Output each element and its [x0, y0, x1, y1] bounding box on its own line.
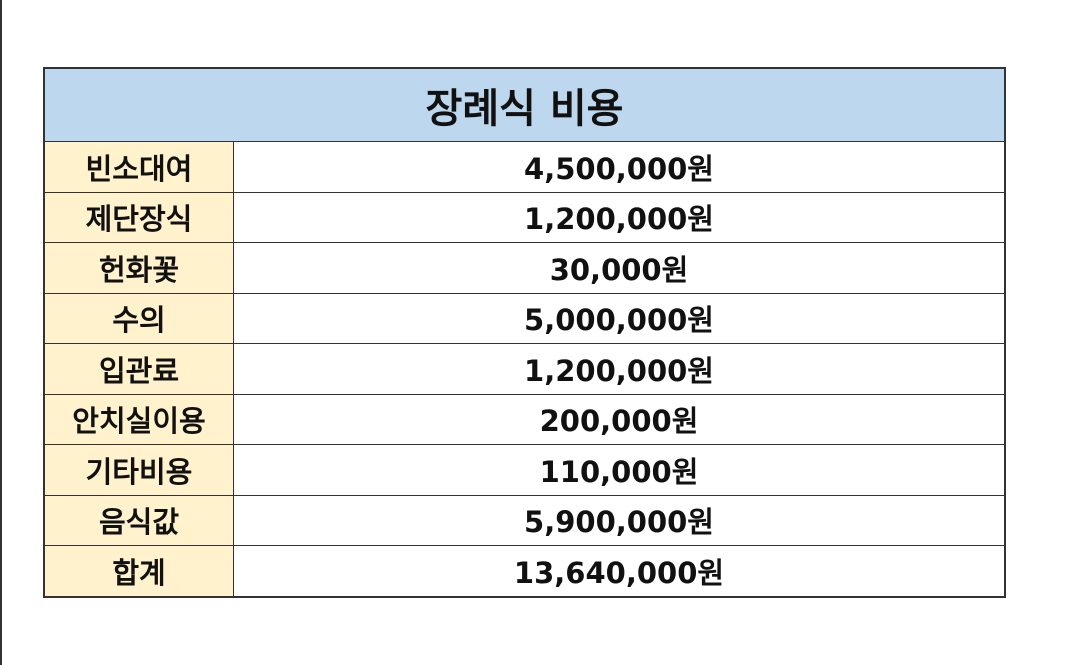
row-label: 음식값	[43, 494, 234, 546]
table-row: 빈소대여 4,500,000원	[43, 141, 1006, 193]
row-value: 1,200,000원	[233, 191, 1006, 243]
row-value: 30,000원	[233, 242, 1006, 294]
table-row: 수의 5,000,000원	[43, 292, 1006, 344]
table-row: 입관료 1,200,000원	[43, 343, 1006, 395]
row-label: 헌화꽃	[43, 242, 234, 294]
table-title: 장례식 비용	[43, 67, 1006, 142]
window-edge	[0, 0, 2, 665]
table-row: 안치실이용 200,000원	[43, 393, 1006, 445]
row-value: 5,900,000원	[233, 494, 1006, 546]
row-label: 수의	[43, 292, 234, 344]
total-row: 합계 13,640,000원	[43, 545, 1006, 597]
row-value: 4,500,000원	[233, 141, 1006, 193]
row-value: 1,200,000원	[233, 343, 1006, 395]
row-value: 200,000원	[233, 393, 1006, 445]
table-row: 제단장식 1,200,000원	[43, 191, 1006, 243]
header-row: 장례식 비용	[43, 67, 1006, 142]
row-label: 입관료	[43, 343, 234, 395]
row-value: 13,640,000원	[233, 545, 1006, 597]
table-row: 헌화꽃 30,000원	[43, 242, 1006, 294]
table-row: 기타비용 110,000원	[43, 444, 1006, 496]
row-label: 빈소대여	[43, 141, 234, 193]
row-label: 기타비용	[43, 444, 234, 496]
row-label: 안치실이용	[43, 393, 234, 445]
row-label: 합계	[43, 545, 234, 597]
table-row: 음식값 5,900,000원	[43, 494, 1006, 546]
row-value: 110,000원	[233, 444, 1006, 496]
funeral-cost-table: 장례식 비용 빈소대여 4,500,000원 제단장식 1,200,000원 헌화꽃 30…	[43, 67, 1006, 598]
row-value: 5,000,000원	[233, 292, 1006, 344]
row-label: 제단장식	[43, 191, 234, 243]
